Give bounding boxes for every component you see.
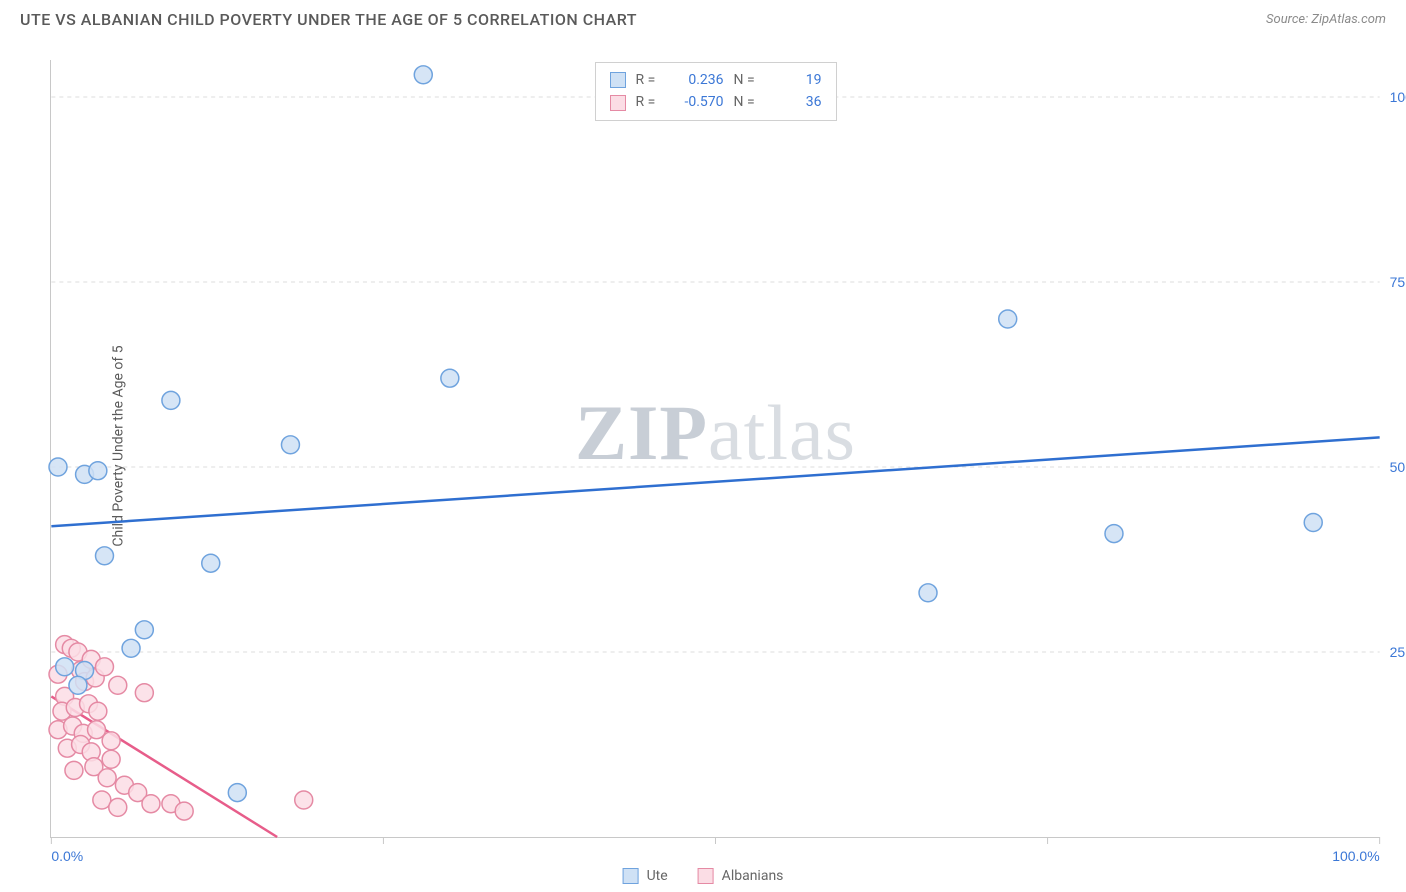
series-legend: Ute Albanians [623,868,784,884]
svg-text:50.0%: 50.0% [1390,459,1406,475]
svg-text:100.0%: 100.0% [1390,89,1406,105]
ute-swatch-icon [610,72,626,88]
legend-row-ute: R = 0.236 N = 19 [610,69,822,91]
legend-row-albanians: R = -0.570 N = 36 [610,91,822,113]
legend-label: Ute [647,868,668,884]
chart-title: UTE VS ALBANIAN CHILD POVERTY UNDER THE … [20,10,637,29]
svg-text:100.0%: 100.0% [1332,848,1379,864]
svg-text:75.0%: 75.0% [1390,274,1406,290]
scatter-plot-svg: 25.0%50.0%75.0%100.0%0.0%100.0% [51,60,1380,837]
correlation-legend: R = 0.236 N = 19 R = -0.570 N = 36 [595,62,837,121]
ute-swatch-icon [623,868,639,884]
svg-text:25.0%: 25.0% [1390,644,1406,660]
legend-item-ute: Ute [623,868,668,884]
legend-item-albanians: Albanians [698,868,784,884]
albanians-swatch-icon [698,868,714,884]
chart-plot-area: ZIPatlas 25.0%50.0%75.0%100.0%0.0%100.0%… [50,60,1380,838]
albanians-swatch-icon [610,95,626,111]
source-attribution: Source: ZipAtlas.com [1266,12,1386,27]
legend-label: Albanians [722,868,784,884]
svg-text:0.0%: 0.0% [51,848,83,864]
